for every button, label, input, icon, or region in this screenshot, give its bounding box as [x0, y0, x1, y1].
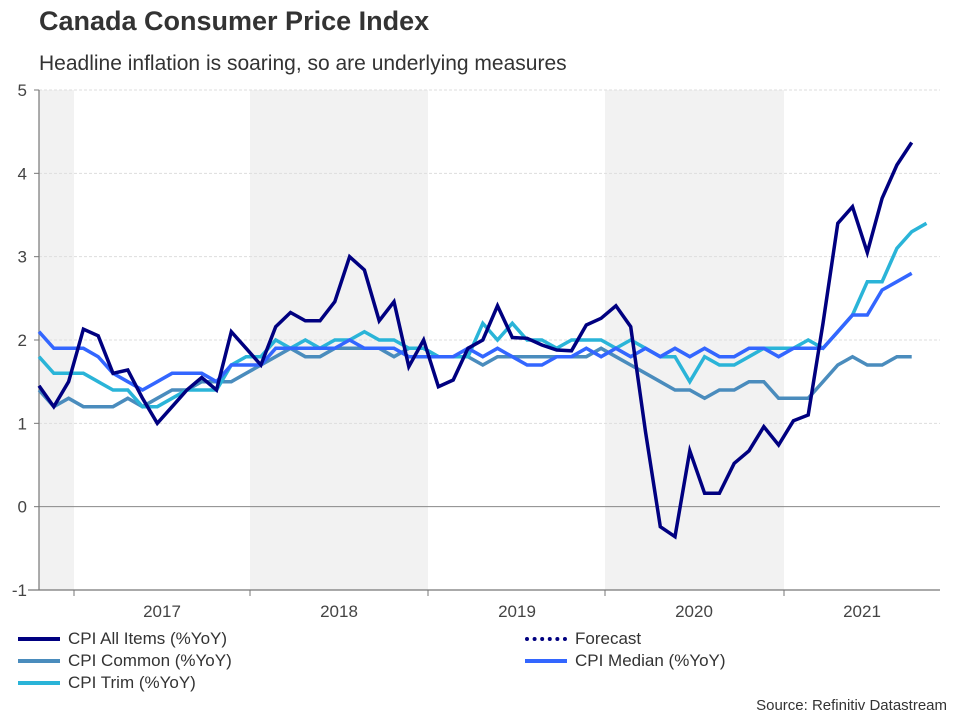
- series-line-cpi-all-items-yoy: [37, 141, 914, 540]
- source-note: Source: Refinitiv Datastream: [756, 697, 947, 714]
- series-lines: [37, 141, 928, 540]
- legend-swatch: [525, 659, 567, 663]
- legend-label: Forecast: [575, 629, 642, 648]
- chart-title: Canada Consumer Price Index: [39, 6, 430, 36]
- y-tick-label: 5: [18, 81, 27, 100]
- series-line-cpi-median-yoy: [37, 271, 913, 393]
- x-tick-label: 2019: [498, 602, 536, 621]
- legend-swatch: [18, 637, 60, 641]
- legend-swatch: [525, 637, 567, 641]
- legend-item-cpi-common: CPI Common (%YoY): [18, 651, 232, 671]
- x-tick-label: 2021: [843, 602, 881, 621]
- legend-label: CPI All Items (%YoY): [68, 629, 228, 648]
- legend-swatch: [18, 681, 60, 685]
- y-tick-label: 3: [18, 248, 27, 267]
- legend-label: CPI Trim (%YoY): [68, 673, 196, 692]
- y-tick-label: 0: [18, 498, 27, 517]
- chart-subtitle: Headline inflation is soaring, so are un…: [39, 52, 567, 75]
- legend-label: CPI Common (%YoY): [68, 651, 232, 670]
- y-tick-label: -1: [12, 581, 27, 600]
- x-tick-label: 2018: [320, 602, 358, 621]
- x-tick-label: 2017: [143, 602, 181, 621]
- y-tick-label: 4: [18, 164, 27, 183]
- legend-label: CPI Median (%YoY): [575, 651, 726, 670]
- y-tick-label: 1: [18, 414, 27, 433]
- legend-swatch: [18, 659, 60, 663]
- y-tick-label: 2: [18, 331, 27, 350]
- legend-item-cpi-all-items: CPI All Items (%YoY): [18, 629, 227, 649]
- legend-item-forecast: Forecast: [525, 629, 641, 649]
- legend-item-cpi-median: CPI Median (%YoY): [525, 651, 726, 671]
- legend-item-cpi-trim: CPI Trim (%YoY): [18, 673, 196, 693]
- series-line-cpi-trim-yoy: [37, 221, 928, 409]
- axes: -1 0 1 2 3 4 5 2017 2018 2019 2020 2021: [12, 81, 940, 621]
- x-tick-label: 2020: [675, 602, 713, 621]
